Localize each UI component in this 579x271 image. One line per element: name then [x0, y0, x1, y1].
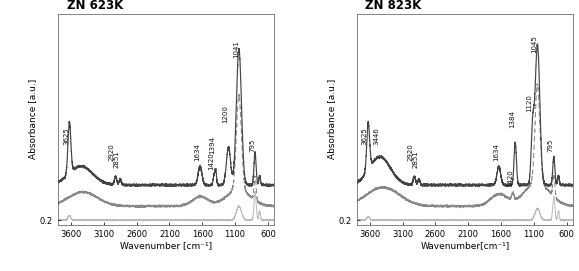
Text: 1200: 1200: [222, 106, 229, 124]
Text: 2920: 2920: [109, 143, 115, 161]
Y-axis label: Absorbance [a.u.]: Absorbance [a.u.]: [28, 79, 37, 159]
Text: 2851: 2851: [114, 150, 120, 168]
Text: 1045: 1045: [532, 35, 537, 53]
Text: 795: 795: [548, 138, 554, 152]
Text: 1634: 1634: [493, 143, 499, 161]
X-axis label: Wavenumber[cm⁻¹]: Wavenumber[cm⁻¹]: [420, 241, 510, 251]
Text: 1394: 1394: [210, 136, 215, 154]
Text: 1634: 1634: [194, 143, 200, 161]
Text: 2920: 2920: [408, 143, 414, 161]
Text: 1384: 1384: [509, 110, 515, 128]
Text: ZN 623K: ZN 623K: [67, 0, 123, 12]
Text: 3446: 3446: [374, 127, 380, 144]
Text: 3625: 3625: [63, 127, 69, 144]
Text: 1041: 1041: [233, 40, 239, 58]
X-axis label: Wavenumber [cm⁻¹]: Wavenumber [cm⁻¹]: [120, 241, 212, 251]
Text: ZN 823K: ZN 823K: [365, 0, 422, 12]
Text: 1420: 1420: [208, 153, 214, 170]
Text: 795: 795: [249, 138, 255, 152]
Text: 1420: 1420: [507, 169, 513, 187]
Text: 3625: 3625: [362, 127, 368, 144]
Text: 1120: 1120: [526, 94, 533, 112]
Y-axis label: Absorbance [a.u.]: Absorbance [a.u.]: [327, 79, 336, 159]
Text: 2851: 2851: [413, 150, 419, 168]
